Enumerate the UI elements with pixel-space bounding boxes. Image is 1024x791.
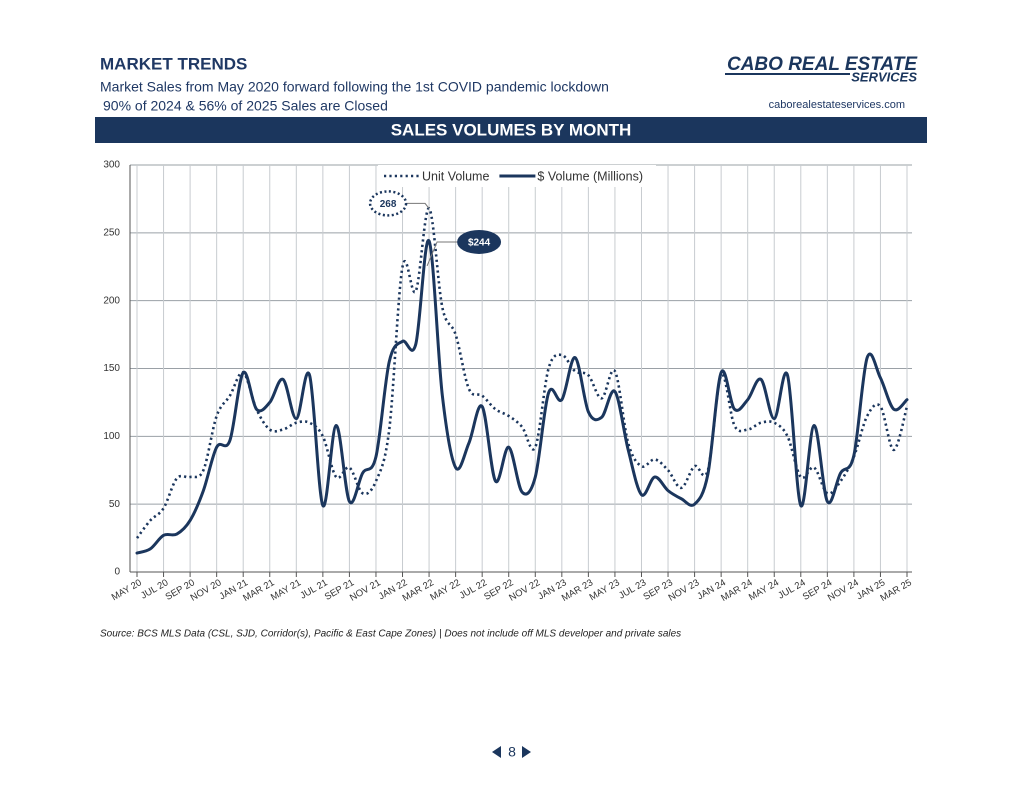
x-tick-label: MAY 24 xyxy=(747,577,781,603)
url: caborealestateservices.com xyxy=(769,99,905,111)
x-tick-label: MAY 23 xyxy=(588,577,622,603)
annotation-bubble xyxy=(368,190,408,217)
logo: CABO REAL ESTATE xyxy=(727,54,918,75)
y-tick-label: 300 xyxy=(103,160,120,171)
y-tick-label: 250 xyxy=(103,227,120,238)
x-tick-label: NOV 24 xyxy=(826,577,861,603)
series-line xyxy=(135,207,909,539)
y-tick-label: 50 xyxy=(109,499,121,510)
x-tick-label: MAY 20 xyxy=(110,577,144,603)
legend-label: Unit Volume xyxy=(422,169,489,183)
annotation-leader xyxy=(406,202,430,209)
subtitle: Market Sales from May 2020 forward follo… xyxy=(100,79,609,95)
x-tick-label: MAY 22 xyxy=(428,577,462,603)
banner xyxy=(95,117,927,143)
annotation-bubble xyxy=(457,229,502,254)
chart-title: SALES VOLUMES BY MONTH xyxy=(391,120,632,139)
annotation: $244 xyxy=(468,238,491,249)
annotation-leader xyxy=(426,241,458,267)
subtitle: 90% of 2024 & 56% of 2025 Sales are Clos… xyxy=(103,98,388,114)
page-number: 8 xyxy=(508,744,516,760)
y-tick-label: 150 xyxy=(103,363,120,374)
x-tick-label: MAY 21 xyxy=(269,577,303,603)
prev-arrow xyxy=(492,746,501,758)
annotation: 268 xyxy=(380,199,397,210)
x-tick-label: NOV 22 xyxy=(507,577,542,603)
legend-label: $ Volume (Millions) xyxy=(537,169,643,183)
y-tick-label: 0 xyxy=(114,567,120,578)
x-tick-label: NOV 21 xyxy=(348,577,383,603)
x-tick-label: NOV 23 xyxy=(667,577,702,603)
logo: SERVICES xyxy=(851,69,917,84)
series-line xyxy=(135,239,909,555)
page-title: MARKET TRENDS xyxy=(100,54,247,73)
source: Source: BCS MLS Data (CSL, SJD, Corridor… xyxy=(100,629,681,640)
y-tick-label: 200 xyxy=(103,295,120,306)
next-arrow xyxy=(522,746,531,758)
y-tick-label: 100 xyxy=(103,431,120,442)
x-tick-label: NOV 20 xyxy=(189,577,224,603)
